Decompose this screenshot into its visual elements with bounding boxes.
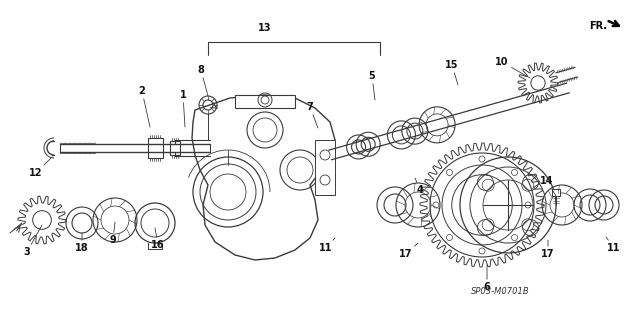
Text: FR.: FR. — [589, 21, 607, 31]
Text: 11: 11 — [606, 237, 621, 253]
Polygon shape — [192, 95, 335, 260]
Polygon shape — [235, 95, 295, 108]
Text: 1: 1 — [180, 90, 186, 127]
Polygon shape — [148, 138, 163, 158]
Text: 12: 12 — [29, 157, 52, 178]
Text: 10: 10 — [495, 57, 530, 78]
Text: 4: 4 — [415, 178, 424, 195]
Text: 18: 18 — [75, 233, 89, 253]
Text: 15: 15 — [445, 60, 459, 85]
Text: 9: 9 — [109, 222, 116, 245]
Text: 13: 13 — [259, 23, 272, 33]
Text: 7: 7 — [307, 102, 318, 128]
Text: SP03-M0701B: SP03-M0701B — [470, 287, 529, 296]
Text: 6: 6 — [484, 265, 490, 292]
Text: 11: 11 — [319, 238, 335, 253]
Text: 17: 17 — [399, 243, 418, 259]
Text: 14: 14 — [540, 176, 556, 196]
Text: 3: 3 — [24, 225, 42, 257]
Text: 17: 17 — [541, 240, 555, 259]
Polygon shape — [315, 140, 335, 195]
Text: 8: 8 — [198, 65, 208, 96]
Polygon shape — [170, 141, 180, 155]
Text: 5: 5 — [369, 71, 376, 100]
Text: 16: 16 — [151, 228, 164, 250]
Text: 2: 2 — [139, 86, 150, 127]
Polygon shape — [552, 189, 560, 196]
